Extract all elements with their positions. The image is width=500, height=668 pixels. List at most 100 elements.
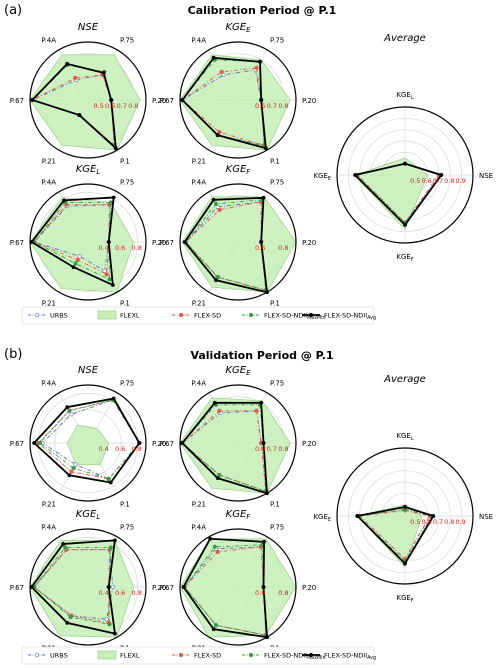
point-ndavg — [215, 133, 220, 138]
point-ndavg — [67, 473, 72, 478]
point-ndmm — [107, 622, 112, 627]
point-ndmm — [108, 200, 113, 205]
radar-a-3: 0.6 0.8 P.75 P.20 P.1 P.21 P.67 P.4A KGEF — [160, 164, 317, 307]
radar-title: KGEF — [226, 509, 252, 521]
axis-label: P.4A — [191, 524, 206, 532]
point-ndavg — [110, 283, 115, 287]
point-flexsd — [215, 549, 220, 554]
point-ndavg — [403, 161, 407, 166]
point-ndavg — [101, 70, 106, 75]
point-urbs — [69, 412, 74, 417]
radar-a-2: 0.4 0.6 0.8 P.75 P.20 P.1 P.21 P.67 P.4A KGEL — [10, 164, 167, 307]
point-ndavg — [211, 627, 216, 632]
axis-label: P.4A — [41, 179, 56, 187]
radar-title: KGEE — [225, 365, 251, 377]
ring-label: 0.5 — [410, 518, 420, 526]
ring-label: 0.6 — [255, 244, 265, 252]
point-ndmm — [107, 277, 112, 282]
axis-label: P.75 — [120, 380, 134, 388]
point-ndavg — [65, 405, 70, 410]
legend-label-urbs: URBS — [50, 312, 68, 320]
radar-a-1: 0.6 0.7 0.8 P.75 P.20 P.1 P.21 P.67 P.4A KGEE — [160, 22, 317, 165]
radar-title: KGEE — [225, 22, 251, 34]
axis-label: P.21 — [42, 500, 56, 508]
ring-label: 0.5 — [93, 102, 103, 110]
ring-label: 0.7 — [267, 102, 277, 110]
radar-title: NSE — [78, 365, 99, 376]
ring-label: 0.7 — [433, 518, 443, 526]
axis-label: P.67 — [10, 584, 24, 592]
outer-ring — [29, 183, 147, 301]
point-ndavg — [261, 441, 266, 445]
point-ndavg — [212, 400, 217, 405]
point-flexsd — [254, 408, 259, 413]
legend-label-ndmm: FLEX-SD-NDIIMaxMin — [264, 652, 326, 662]
axis-label: P.4A — [41, 380, 56, 388]
outer-ring — [179, 528, 297, 646]
series-flexl — [179, 538, 297, 638]
point-ndavg — [65, 61, 70, 66]
series-flexl — [353, 157, 429, 230]
point-ndavg — [211, 55, 216, 60]
point-ndmm — [213, 623, 219, 628]
axis-label: P.20 — [302, 97, 316, 105]
panel-letter-b: (b) — [4, 347, 22, 362]
radar-title: Average — [383, 33, 426, 44]
axis-label: P.67 — [160, 440, 174, 448]
point-ndavg — [113, 631, 117, 636]
axis-label: P.67 — [10, 97, 24, 105]
ring-label: 0.4 — [98, 589, 108, 597]
point-ndavg — [353, 173, 358, 177]
point-ndavg — [215, 476, 220, 481]
point-ndavg — [258, 59, 262, 64]
axis-label: P.4A — [41, 37, 56, 45]
ring-label: 0.8 — [278, 445, 288, 453]
ring-label: 0.6 — [421, 518, 431, 526]
point-ndavg — [62, 198, 66, 203]
point-flexsd — [217, 408, 222, 413]
ring-label: 0.6 — [115, 589, 125, 597]
point-ndavg — [77, 113, 82, 117]
point-ndmm — [106, 476, 111, 481]
axis-label: P.21 — [42, 157, 56, 165]
axis-label: P.21 — [42, 299, 56, 307]
point-urbs — [102, 268, 107, 273]
radar-b-9: 0.5 0.6 0.7 0.8 0.9 KGEL NSE KGEF KGEE Average — [313, 374, 493, 604]
legend-marker-flexsd — [178, 652, 184, 658]
radar-b-5: 0.4 0.6 0.8 P.75 P.20 P.1 P.21 P.67 P.4A NSE — [10, 365, 167, 508]
outer-ring — [336, 106, 474, 244]
axis-label: P.20 — [152, 584, 166, 592]
point-ndmm — [37, 440, 43, 446]
ring-label: 0.6 — [255, 445, 265, 453]
point-flexsd — [69, 469, 74, 474]
point-flexsd — [73, 75, 78, 80]
point-ndavg — [111, 195, 116, 200]
legend-swatch-flexl — [97, 310, 117, 320]
axis-label: P.75 — [270, 179, 284, 187]
ring-label: 0.8 — [278, 102, 288, 110]
axis-label: P.67 — [10, 239, 24, 247]
axis-label: P.75 — [270, 380, 284, 388]
axis-label: P.21 — [192, 500, 206, 508]
outer-ring — [29, 384, 147, 502]
legend-label-flexsd: FLEX-SD — [194, 652, 221, 660]
axis-label: P.4A — [191, 179, 206, 187]
radar-a-4: 0.5 0.6 0.7 0.8 0.9 KGEL NSE KGEF KGEE Average — [313, 33, 493, 263]
legend-label-urbs: URBS — [50, 652, 68, 660]
point-ndavg — [180, 441, 185, 445]
radar-title: KGEF — [226, 164, 252, 176]
axis-label: P.75 — [120, 524, 134, 532]
point-ndavg — [261, 195, 266, 200]
radar-title: KGEL — [76, 164, 101, 176]
legend-label-flexsd: FLEX-SD — [194, 312, 221, 320]
legend-marker-urbs — [34, 652, 40, 658]
point-flexsd — [75, 257, 80, 263]
point-urbs — [77, 254, 82, 259]
ring-label: 0.6 — [105, 102, 115, 110]
point-ndavg — [439, 173, 444, 177]
point-ndmm — [217, 473, 222, 478]
panel-b: (b) Validation Period @ P.1 — [4, 347, 334, 362]
axis-label: P.67 — [10, 440, 24, 448]
axis-label: P.1 — [120, 500, 130, 508]
